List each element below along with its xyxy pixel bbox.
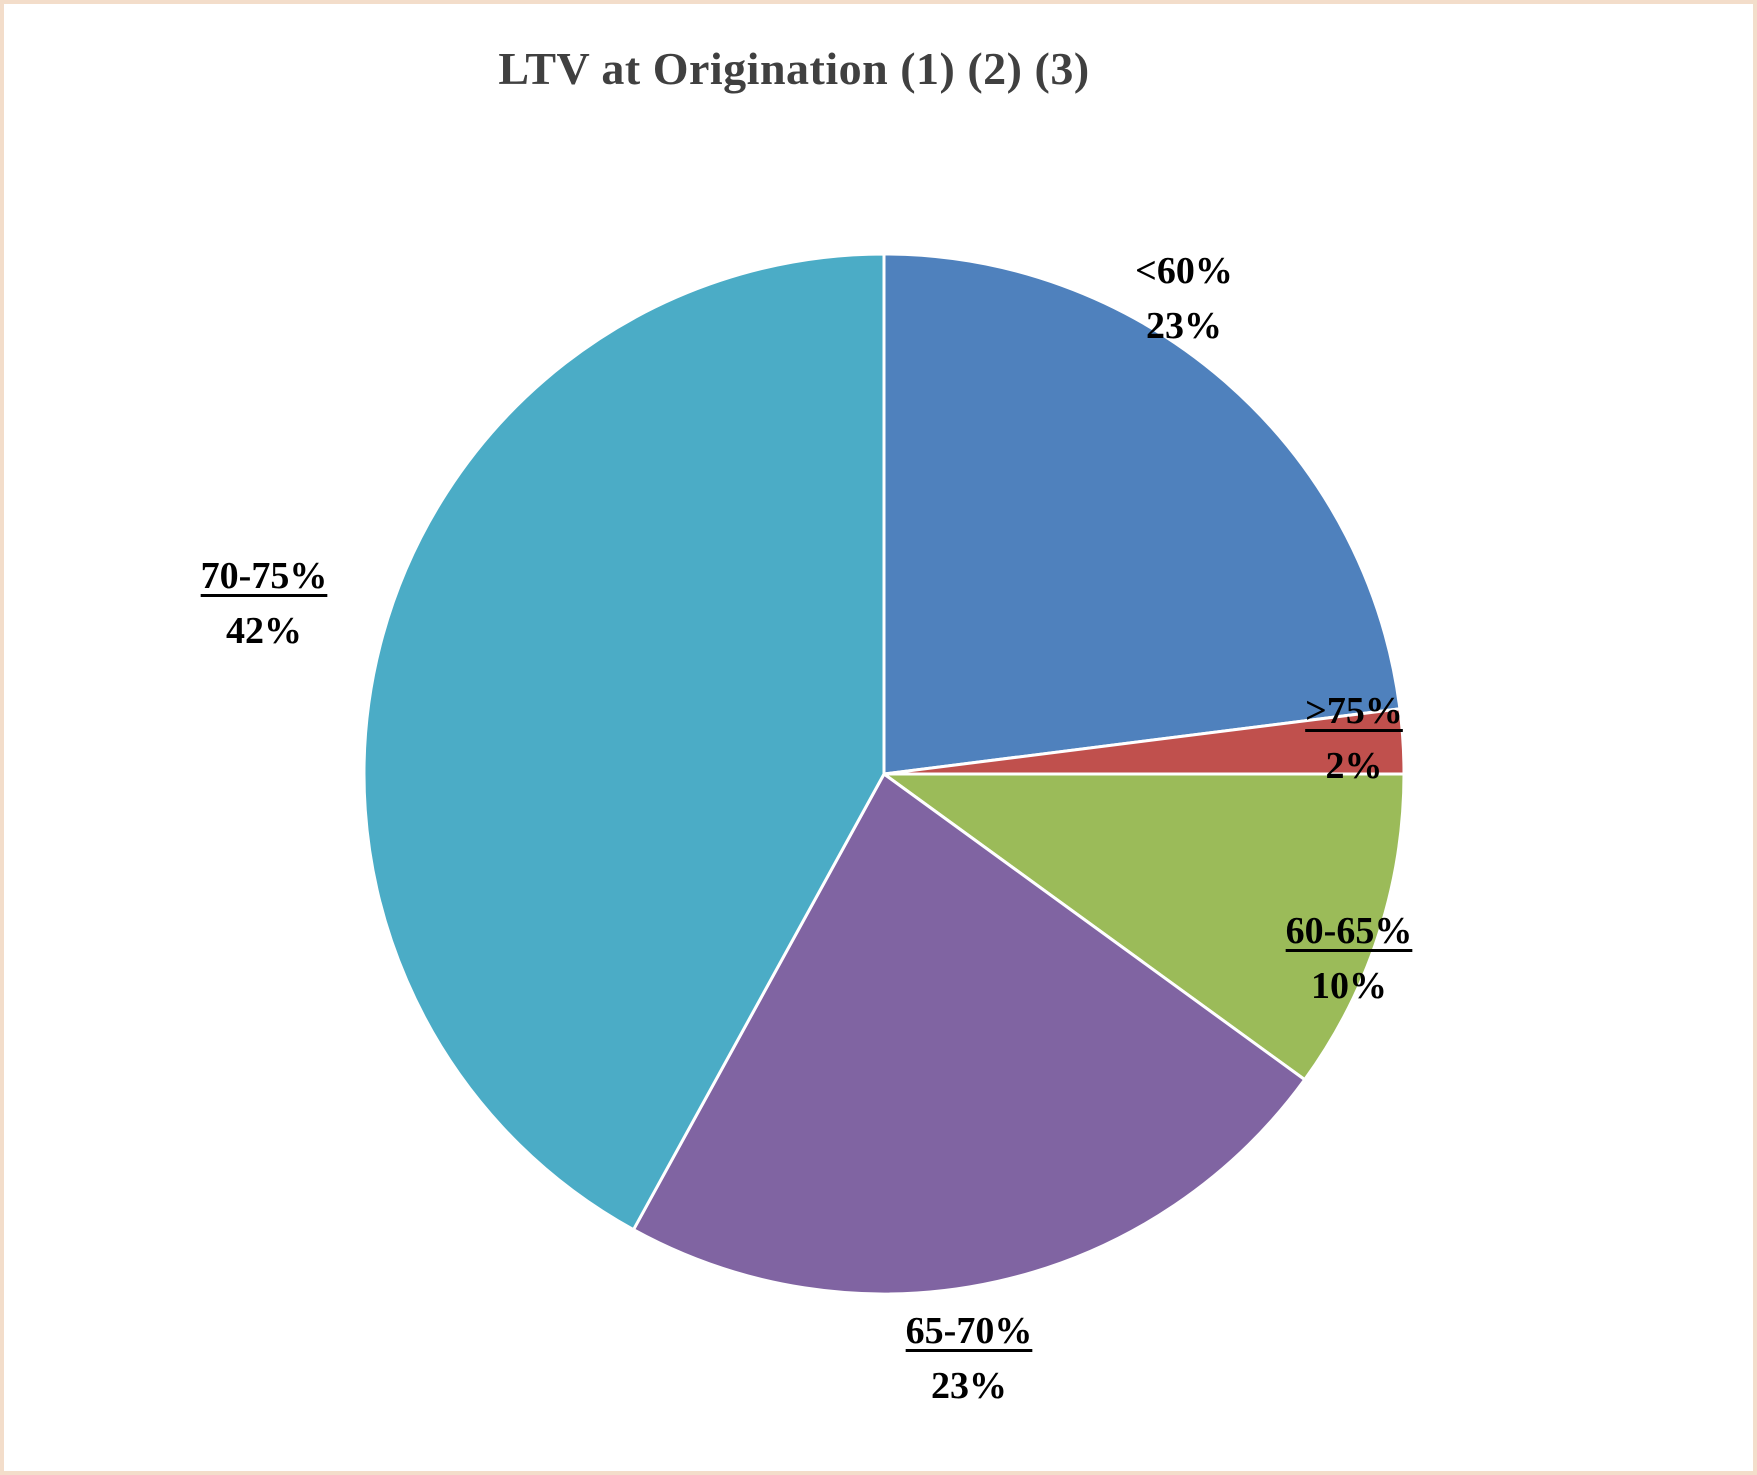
slice-value-label: 23% — [1146, 305, 1222, 348]
slice-label-gt75: >75% 2% — [1234, 684, 1474, 794]
slice-label-lt60: <60% 23% — [1064, 244, 1304, 354]
slice-category-label: 60-65% — [1285, 910, 1413, 952]
slice-label-60-65: 60-65% 10% — [1219, 904, 1479, 1014]
slice-category-label: <60% — [1135, 250, 1233, 292]
slice-value-label: 23% — [931, 1365, 1007, 1408]
pie-slice — [882, 252, 1402, 776]
slice-value-label: 2% — [1325, 745, 1383, 788]
slice-value-label: 42% — [226, 610, 302, 653]
slice-category-label: >75% — [1305, 690, 1403, 732]
pie-chart — [362, 252, 1406, 1296]
slice-label-65-70: 65-70% 23% — [839, 1304, 1099, 1414]
slice-category-label: 70-75% — [200, 555, 328, 597]
slice-category-label: 65-70% — [905, 1310, 1033, 1352]
pie-slice — [882, 772, 1406, 1082]
slice-value-label: 10% — [1311, 965, 1387, 1008]
pie-slice — [362, 252, 886, 1232]
chart-title: LTV at Origination (1) (2) (3) — [498, 43, 1090, 94]
slice-label-70-75: 70-75% 42% — [134, 549, 394, 659]
pie-slice — [631, 772, 1307, 1296]
